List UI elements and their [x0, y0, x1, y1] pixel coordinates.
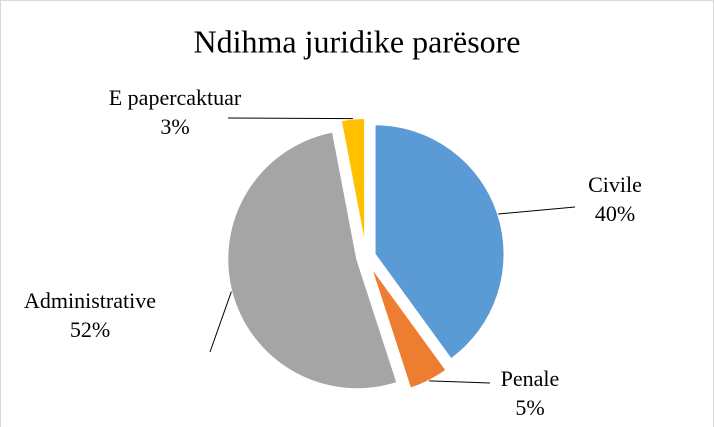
leader-line: [227, 117, 353, 120]
leader-line: [429, 380, 491, 384]
category-label: Administrative: [24, 288, 156, 313]
value-label: 5%: [515, 395, 544, 420]
category-label: E papercaktuar: [109, 85, 242, 110]
value-label: 40%: [595, 201, 635, 226]
leader-line: [498, 206, 576, 215]
pie-slice: [226, 130, 399, 391]
pie-slice: [369, 264, 448, 390]
pie-slice: [373, 123, 506, 361]
category-label: Penale: [501, 366, 560, 391]
category-label: Civile: [588, 172, 642, 197]
leader-line: [209, 291, 232, 353]
value-label: 52%: [70, 317, 110, 342]
chart-title: Ndihma juridike parësore: [194, 23, 521, 59]
value-label: 3%: [160, 114, 189, 139]
